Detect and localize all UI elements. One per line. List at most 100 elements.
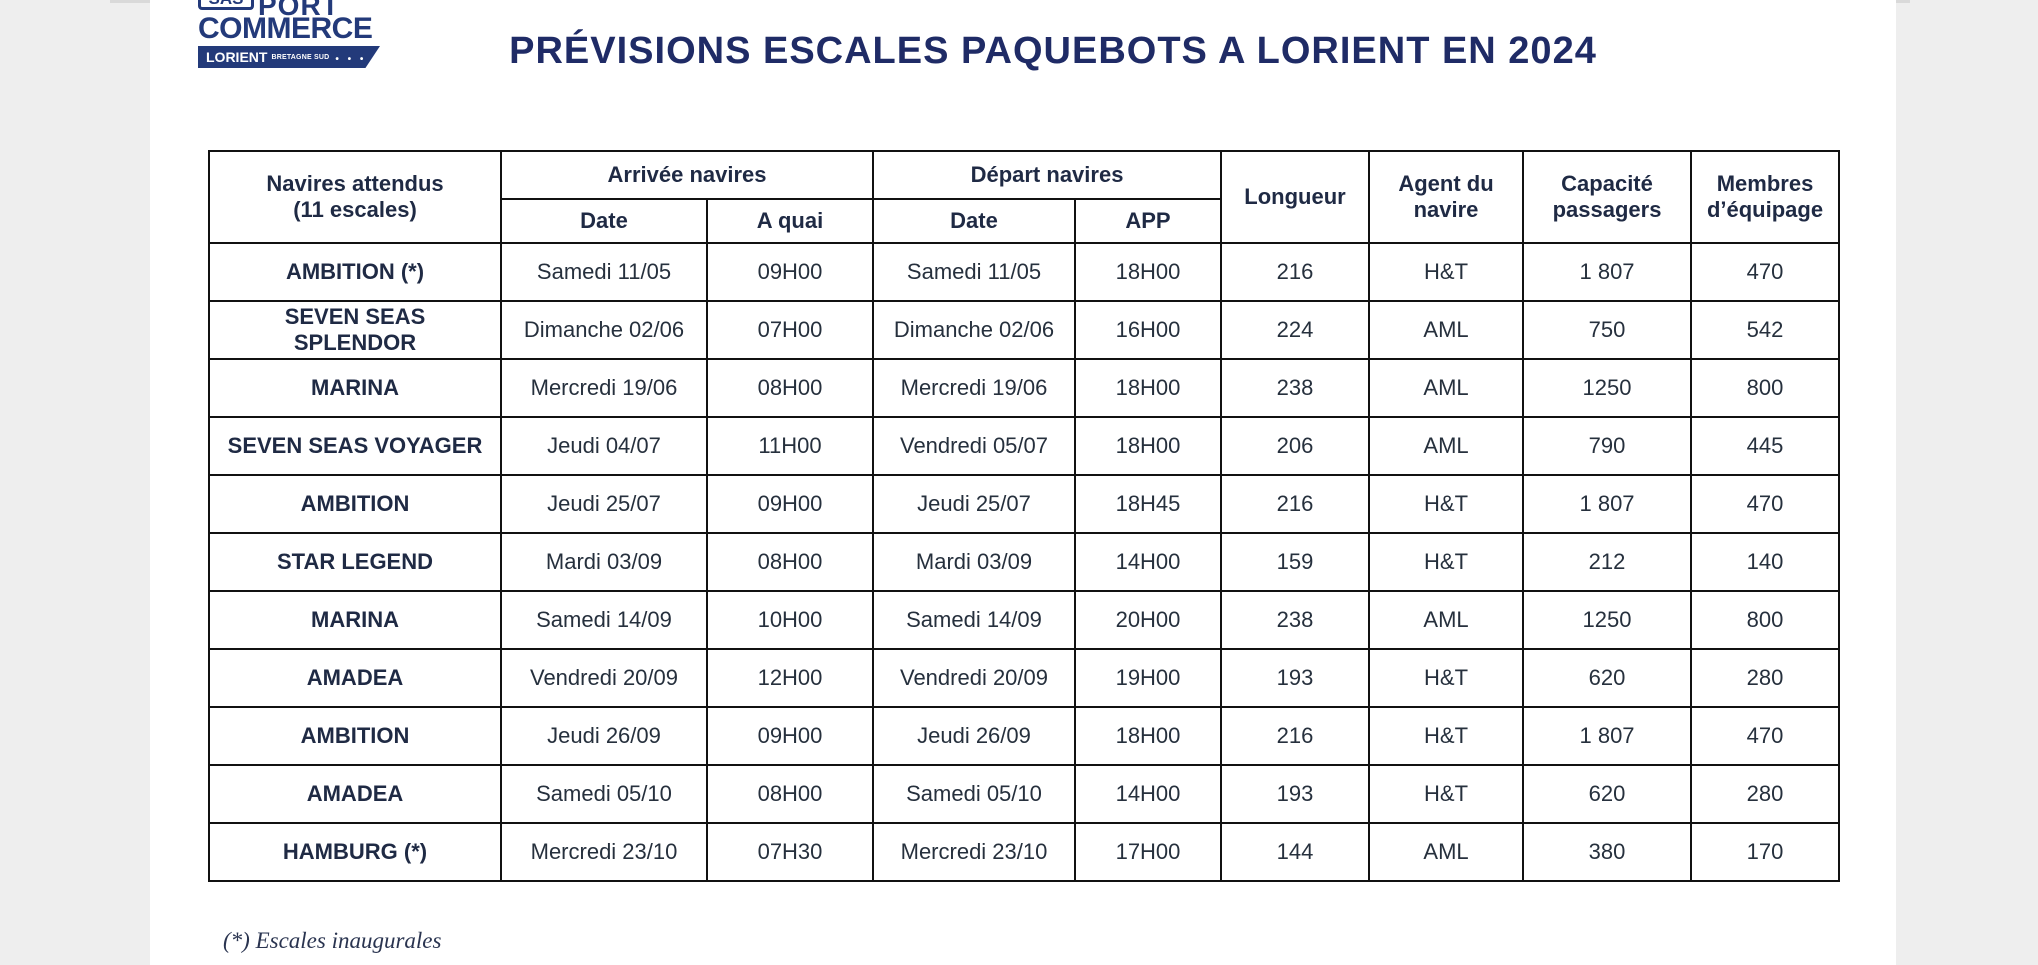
departure-date-cell: Mercredi 19/06 xyxy=(872,358,1076,418)
arrival-date-cell: Jeudi 04/07 xyxy=(500,416,708,476)
capacity-cell: 750 xyxy=(1522,300,1693,360)
header-length: Longueur xyxy=(1220,150,1371,244)
table-row: MARINA Mercredi 19/06 08H00 Mercredi 19/… xyxy=(208,358,1841,418)
header-arrival-date: Date xyxy=(500,198,708,244)
agent-cell: H&T xyxy=(1368,242,1525,302)
agent-cell: AML xyxy=(1368,590,1525,650)
crew-cell: 170 xyxy=(1690,822,1841,882)
capacity-cell: 620 xyxy=(1522,764,1693,824)
ship-name-cell: MARINA xyxy=(208,358,502,418)
arrival-date-cell: Jeudi 26/09 xyxy=(500,706,708,766)
departure-date-cell: Dimanche 02/06 xyxy=(872,300,1076,360)
arrival-time-cell: 07H30 xyxy=(706,822,874,882)
capacity-cell: 790 xyxy=(1522,416,1693,476)
table-row: AMADEA Vendredi 20/09 12H00 Vendredi 20/… xyxy=(208,648,1841,708)
logo-lorient-band: LORIENT BRETAGNE SUD • • • xyxy=(198,46,380,68)
departure-date-cell: Samedi 11/05 xyxy=(872,242,1076,302)
length-cell: 193 xyxy=(1220,648,1371,708)
table-row: STAR LEGEND Mardi 03/09 08H00 Mardi 03/0… xyxy=(208,532,1841,592)
header-departure-group: Départ navires xyxy=(871,150,1223,200)
agent-cell: H&T xyxy=(1368,648,1525,708)
table-row: SEVEN SEAS SPLENDOR Dimanche 02/06 07H00 … xyxy=(208,300,1841,360)
departure-date-cell: Samedi 14/09 xyxy=(872,590,1076,650)
ship-name-cell: AMBITION (*) xyxy=(208,242,502,302)
crew-cell: 800 xyxy=(1690,590,1841,650)
logo-region-text: BRETAGNE SUD xyxy=(271,54,330,62)
header-crew-line1: Membres xyxy=(1716,171,1814,196)
cruise-schedule-table: Navires attendus (11 escales) Arrivée na… xyxy=(208,150,1841,882)
crew-cell: 140 xyxy=(1690,532,1841,592)
departure-date-cell: Vendredi 20/09 xyxy=(872,648,1076,708)
capacity-cell: 212 xyxy=(1522,532,1693,592)
header-ships-line1: Navires attendus xyxy=(266,171,444,196)
capacity-cell: 620 xyxy=(1522,648,1693,708)
header-arrival-quay: A quai xyxy=(706,198,874,244)
agent-cell: H&T xyxy=(1368,532,1525,592)
arrival-date-cell: Mardi 03/09 xyxy=(500,532,708,592)
capacity-cell: 1250 xyxy=(1522,358,1693,418)
ship-name-cell: STAR LEGEND xyxy=(208,532,502,592)
arrival-time-cell: 08H00 xyxy=(706,358,874,418)
arrival-date-cell: Dimanche 02/06 xyxy=(500,300,708,360)
table-row: AMBITION Jeudi 26/09 09H00 Jeudi 26/09 1… xyxy=(208,706,1841,766)
page-title: PRÉVISIONS ESCALES PAQUEBOTS A LORIENT E… xyxy=(509,30,1597,72)
header-capacity-line2: passagers xyxy=(1552,197,1662,222)
capacity-cell: 1 807 xyxy=(1522,242,1693,302)
departure-time-cell: 20H00 xyxy=(1073,590,1223,650)
departure-time-cell: 18H00 xyxy=(1073,358,1223,418)
header-ships: Navires attendus (11 escales) xyxy=(208,150,502,244)
capacity-cell: 1250 xyxy=(1522,590,1693,650)
crew-cell: 280 xyxy=(1690,648,1841,708)
agent-cell: AML xyxy=(1368,300,1525,360)
table-row: AMADEA Samedi 05/10 08H00 Samedi 05/10 1… xyxy=(208,764,1841,824)
arrival-time-cell: 08H00 xyxy=(706,764,874,824)
arrival-date-cell: Samedi 05/10 xyxy=(500,764,708,824)
departure-time-cell: 14H00 xyxy=(1073,532,1223,592)
table-row: HAMBURG (*) Mercredi 23/10 07H30 Mercred… xyxy=(208,822,1841,882)
crew-cell: 542 xyxy=(1690,300,1841,360)
footnote: (*) Escales inaugurales xyxy=(223,928,442,953)
arrival-time-cell: 08H00 xyxy=(706,532,874,592)
agent-cell: H&T xyxy=(1368,706,1525,766)
departure-time-cell: 18H45 xyxy=(1073,474,1223,534)
crew-cell: 800 xyxy=(1690,358,1841,418)
arrival-date-cell: Mercredi 23/10 xyxy=(500,822,708,882)
header-crew: Membres d’équipage xyxy=(1690,150,1841,244)
departure-date-cell: Jeudi 26/09 xyxy=(872,706,1076,766)
agent-cell: AML xyxy=(1368,822,1525,882)
logo-port-text: PORT xyxy=(258,0,340,21)
arrival-date-cell: Samedi 14/09 xyxy=(500,590,708,650)
agent-cell: AML xyxy=(1368,416,1525,476)
table-row: SEVEN SEAS VOYAGER Jeudi 04/07 11H00 Ven… xyxy=(208,416,1841,476)
table-row: AMBITION Jeudi 25/07 09H00 Jeudi 25/07 1… xyxy=(208,474,1841,534)
ship-name-cell: AMBITION xyxy=(208,706,502,766)
departure-time-cell: 14H00 xyxy=(1073,764,1223,824)
departure-date-cell: Mardi 03/09 xyxy=(872,532,1076,592)
arrival-time-cell: 12H00 xyxy=(706,648,874,708)
arrival-date-cell: Mercredi 19/06 xyxy=(500,358,708,418)
header-agent-line1: Agent du xyxy=(1398,171,1494,196)
crew-cell: 280 xyxy=(1690,764,1841,824)
length-cell: 144 xyxy=(1220,822,1371,882)
arrival-date-cell: Jeudi 25/07 xyxy=(500,474,708,534)
departure-time-cell: 17H00 xyxy=(1073,822,1223,882)
capacity-cell: 380 xyxy=(1522,822,1693,882)
arrival-time-cell: 09H00 xyxy=(706,474,874,534)
capacity-cell: 1 807 xyxy=(1522,474,1693,534)
departure-date-cell: Samedi 05/10 xyxy=(872,764,1076,824)
ship-name-cell: HAMBURG (*) xyxy=(208,822,502,882)
header-crew-line2: d’équipage xyxy=(1706,197,1824,222)
header-capacity-line1: Capacité xyxy=(1561,171,1653,196)
ship-name-cell: AMADEA xyxy=(208,648,502,708)
logo-dots: • • • xyxy=(335,54,367,65)
departure-time-cell: 19H00 xyxy=(1073,648,1223,708)
departure-date-cell: Vendredi 05/07 xyxy=(872,416,1076,476)
ship-name-cell: MARINA xyxy=(208,590,502,650)
departure-time-cell: 18H00 xyxy=(1073,706,1223,766)
header-agent-line2: navire xyxy=(1413,197,1479,222)
length-cell: 238 xyxy=(1220,590,1371,650)
length-cell: 224 xyxy=(1220,300,1371,360)
length-cell: 206 xyxy=(1220,416,1371,476)
